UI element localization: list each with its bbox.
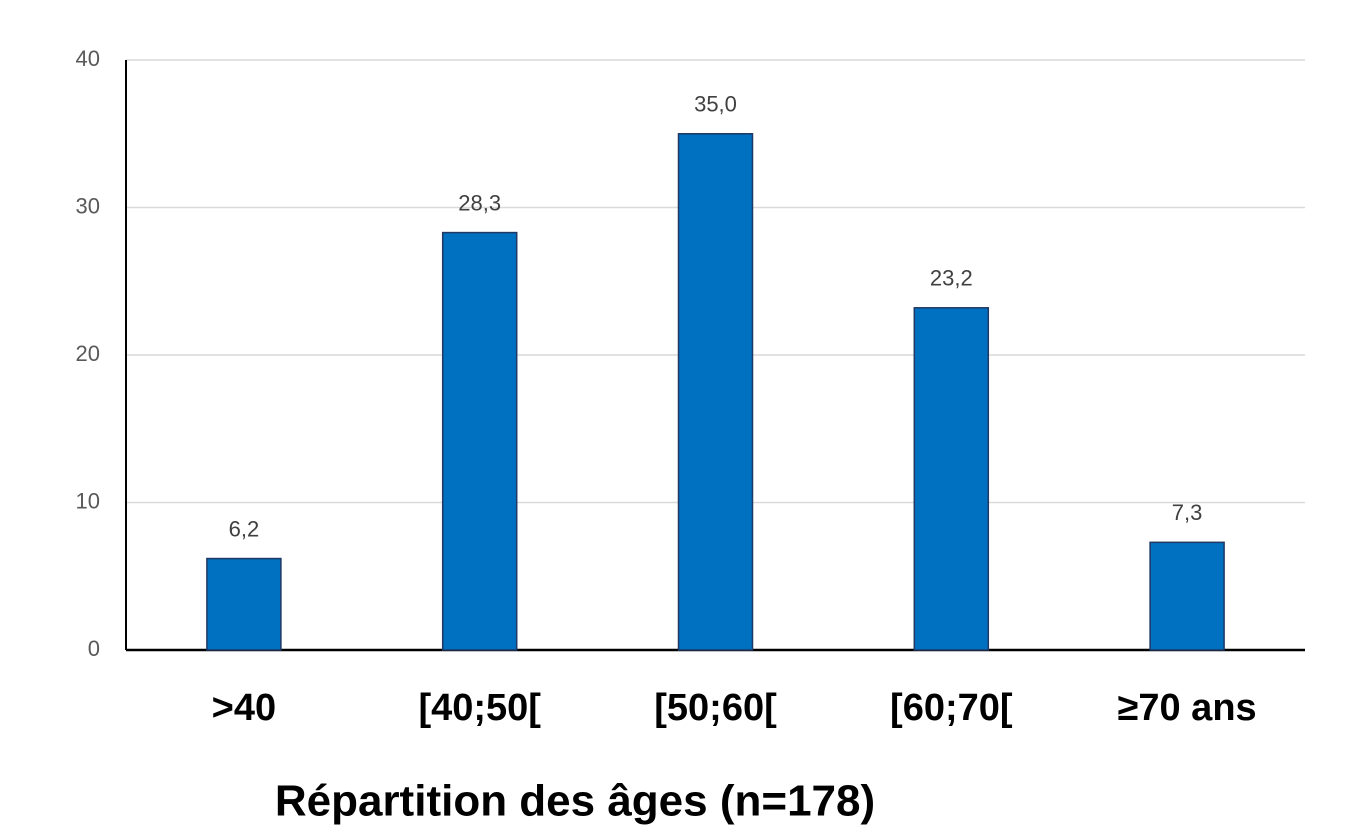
x-tick-label: [40;50[ <box>418 687 541 729</box>
bar <box>677 133 754 651</box>
value-label: 7,3 <box>1172 500 1203 525</box>
value-label: 28,3 <box>458 190 501 215</box>
x-tick-label: [60;70[ <box>890 687 1013 729</box>
bar <box>913 307 990 651</box>
bar <box>1149 541 1225 651</box>
value-label: 23,2 <box>930 266 973 291</box>
value-label: 6,2 <box>229 516 260 541</box>
x-tick-label: [50;60[ <box>654 687 777 729</box>
value-label: 35,0 <box>694 92 737 117</box>
bar <box>206 557 282 651</box>
x-tick-label: ≥70 ans <box>1118 687 1257 729</box>
bar <box>441 231 518 651</box>
y-tick-label: 40 <box>76 46 100 71</box>
y-tick-label: 0 <box>88 636 100 661</box>
y-tick-label: 20 <box>76 341 100 366</box>
chart-title: Répartition des âges (n=178) <box>275 777 875 826</box>
y-tick-label: 30 <box>76 193 100 218</box>
x-tick-label: >40 <box>212 687 276 729</box>
y-tick-label: 10 <box>76 488 100 513</box>
